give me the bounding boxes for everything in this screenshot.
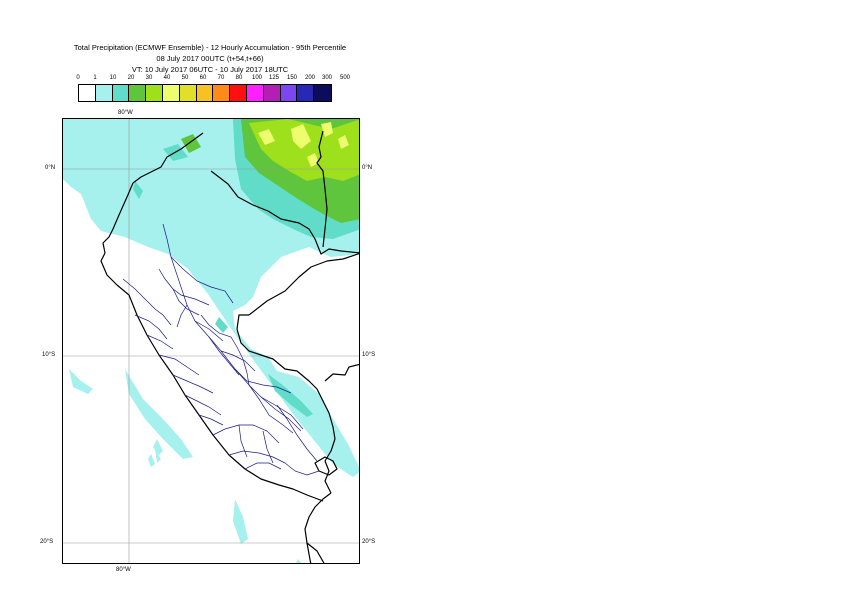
legend-label: 150	[286, 75, 298, 81]
legend-swatch	[162, 85, 180, 101]
legend-swatch	[246, 85, 264, 101]
legend-swatch	[280, 85, 298, 101]
legend-label: 30	[145, 75, 153, 81]
legend-label: 80	[235, 75, 243, 81]
legend-label: 500	[339, 75, 351, 81]
legend-swatch	[129, 85, 147, 101]
lon-label-top: 80°W	[118, 110, 133, 116]
legend-swatch	[196, 85, 214, 101]
legend-label: 60	[199, 75, 207, 81]
legend-swatch	[179, 85, 197, 101]
legend-label: 1	[93, 75, 97, 81]
legend-swatch	[314, 85, 331, 101]
legend-swatch	[112, 85, 130, 101]
precip-layer-30-40	[249, 119, 359, 181]
legend-colorbar	[78, 84, 332, 102]
legend-label: 50	[181, 75, 189, 81]
lat-label-right-10s: 10°S	[362, 352, 376, 358]
department-borders	[122, 223, 320, 476]
legend-label: 70	[217, 75, 225, 81]
legend-swatch	[213, 85, 231, 101]
lat-label-left-10s: 10°S	[42, 352, 56, 358]
legend-label: 40	[163, 75, 171, 81]
map-title-line3: VT: 10 July 2017 06UTC - 10 July 2017 18…	[131, 65, 289, 74]
lon-label-bottom: 80°W	[116, 567, 131, 573]
legend-swatch	[79, 85, 96, 101]
legend-label: 10	[109, 75, 117, 81]
lat-label-right-0: 0°N	[362, 165, 373, 171]
legend-swatch	[95, 85, 113, 101]
precipitation-map	[62, 118, 360, 564]
legend-label: 100	[251, 75, 263, 81]
legend-label: 200	[304, 75, 316, 81]
map-title-line1: Total Precipitation (ECMWF Ensemble) - 1…	[73, 43, 347, 52]
legend-label: 125	[268, 75, 280, 81]
legend-swatch	[146, 85, 163, 101]
lat-label-right-20s: 20°S	[362, 539, 376, 545]
lat-label-left-20s: 20°S	[40, 539, 54, 545]
map-title-line2: 08 July 2017 00UTC (t+54,t+66)	[156, 54, 264, 63]
precip-layer-40-50	[258, 122, 349, 167]
lat-label-left-0: 0°N	[45, 165, 56, 171]
legend-swatch	[230, 85, 247, 101]
legend-label: 0	[76, 75, 80, 81]
legend-label: 300	[321, 75, 333, 81]
legend-label: 20	[127, 75, 135, 81]
legend-swatch	[263, 85, 281, 101]
legend-swatch	[297, 85, 315, 101]
